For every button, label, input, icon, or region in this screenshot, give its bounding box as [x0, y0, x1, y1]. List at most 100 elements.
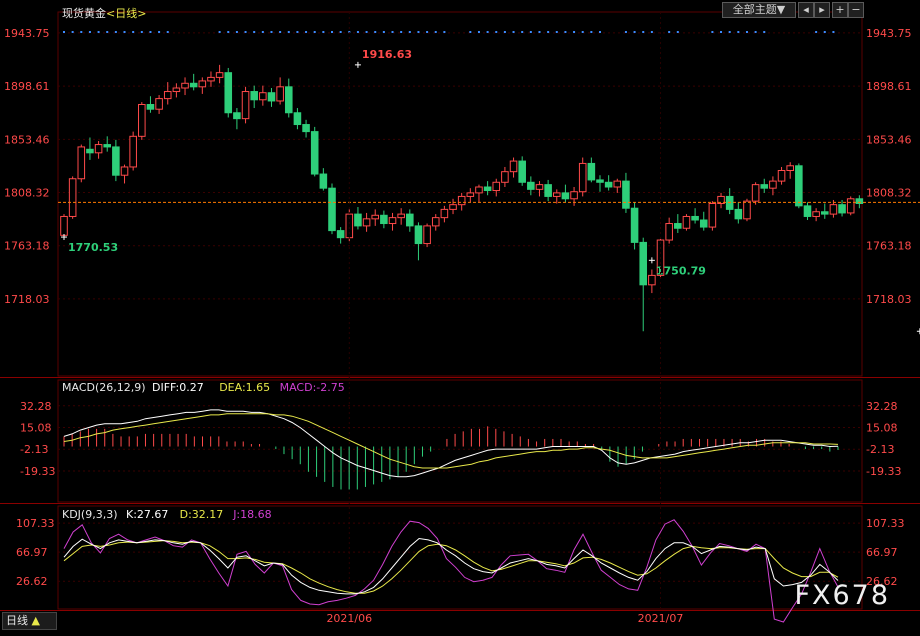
signal-dot	[745, 31, 748, 33]
candle-up	[440, 208, 449, 219]
zoom-out-icon[interactable]: −	[848, 2, 864, 18]
candle-down	[622, 180, 630, 209]
candle-up	[198, 80, 207, 88]
signal-dot	[244, 31, 247, 33]
candle-down	[224, 72, 233, 114]
signal-dot	[322, 31, 325, 33]
signal-dot	[106, 31, 109, 33]
signal-dot	[642, 31, 645, 33]
signal-dot	[287, 31, 290, 33]
candle-down	[112, 146, 120, 176]
signal-dot	[313, 31, 316, 33]
candle-up	[535, 184, 544, 190]
signal-dot	[434, 31, 437, 33]
kdj-axis-tick-right: 26.62	[866, 575, 898, 588]
price-panel-frame	[57, 11, 863, 377]
period-selector-label: 日线	[6, 614, 28, 627]
signal-dot	[547, 31, 550, 33]
price-axis-tick-right: 1718.03	[866, 293, 912, 306]
candle-up	[276, 86, 284, 102]
period-tag[interactable]: <日线>	[106, 7, 147, 20]
signal-dot	[140, 31, 143, 33]
signal-dot	[400, 31, 403, 33]
signal-dot	[720, 31, 723, 33]
candle-down	[674, 223, 682, 229]
candle-up	[155, 98, 163, 110]
price-axis-tick-right: 1763.18	[866, 240, 912, 253]
candle-up	[812, 211, 820, 217]
signal-dot	[815, 31, 818, 33]
next-icon[interactable]: ▸	[814, 2, 830, 18]
candle-down	[380, 214, 388, 225]
macd-dea-line	[63, 413, 839, 469]
signal-dot	[469, 31, 472, 33]
signal-dot	[149, 31, 152, 33]
high-label: 1916.63	[362, 48, 412, 61]
x-axis-tick: 2021/06	[326, 612, 372, 625]
chevron-up-icon: ▲	[31, 614, 40, 627]
signal-dot	[408, 31, 411, 33]
candle-down	[267, 92, 276, 102]
candle-down	[189, 82, 198, 88]
candle-up	[743, 200, 751, 220]
zoom-in-icon[interactable]: +	[832, 2, 848, 18]
candle-up	[492, 181, 501, 192]
signal-dot	[624, 31, 627, 33]
candle-down	[414, 225, 423, 245]
candle-up	[60, 215, 68, 236]
candle-down	[734, 208, 743, 220]
period-selector[interactable]: 日线 ▲	[2, 612, 57, 630]
signal-dot	[495, 31, 498, 33]
candle-down	[319, 173, 328, 189]
candle-down	[803, 205, 812, 217]
kdj-j-line	[63, 519, 839, 623]
candle-up	[777, 170, 786, 182]
macd-panel-frame	[57, 379, 863, 503]
theme-dropdown-button[interactable]: 全部主题▼	[722, 2, 796, 18]
candle-up	[172, 87, 181, 93]
signal-dot	[331, 31, 333, 33]
kdj-legend-item: D:32.17	[180, 508, 224, 521]
signal-dot	[97, 31, 100, 33]
signal-dot	[123, 31, 126, 33]
kdj-panel-frame	[57, 505, 863, 610]
signal-dot	[668, 31, 671, 33]
kdj-axis-tick-left: 26.62	[16, 575, 48, 588]
prev-icon[interactable]: ◂	[798, 2, 814, 18]
signal-dot	[279, 31, 282, 33]
candle-up	[397, 213, 405, 219]
signal-dot	[581, 31, 584, 33]
price-axis-tick-left: 1943.75	[4, 27, 50, 40]
signal-dot	[382, 31, 385, 33]
macd-axis-tick-right: -2.13	[866, 443, 894, 456]
signal-dot	[71, 31, 74, 33]
kdj-legend-item: J:18.68	[232, 508, 271, 521]
signal-dot	[296, 31, 299, 33]
signal-dot	[88, 31, 91, 33]
candle-down	[527, 181, 535, 190]
candle-down	[406, 213, 414, 227]
candle-up	[449, 204, 457, 210]
signal-dot	[650, 31, 653, 33]
price-axis-tick-right: 1943.75	[866, 27, 912, 40]
candle-down	[250, 91, 258, 101]
candle-up	[120, 166, 129, 176]
signal-dot	[521, 31, 524, 33]
price-axis-tick-left: 1763.18	[4, 240, 50, 253]
signal-dot	[573, 31, 576, 33]
macd-legend-item: DIFF:0.27	[152, 381, 204, 394]
macd-axis-tick-right: -19.33	[866, 465, 901, 478]
instrument-name: 现货黄金	[62, 7, 106, 20]
signal-dot	[599, 31, 601, 33]
candle-down	[103, 144, 112, 148]
signal-dot	[365, 31, 368, 33]
candle-up	[466, 192, 475, 197]
theme-dropdown-label: 全部主题	[732, 3, 777, 16]
candle-up	[129, 135, 137, 168]
signal-dot	[356, 31, 359, 33]
candle-up	[423, 225, 431, 245]
instrument-title: 现货黄金<日线>	[62, 5, 146, 21]
signal-dot	[270, 31, 273, 33]
candle-down	[587, 162, 596, 181]
